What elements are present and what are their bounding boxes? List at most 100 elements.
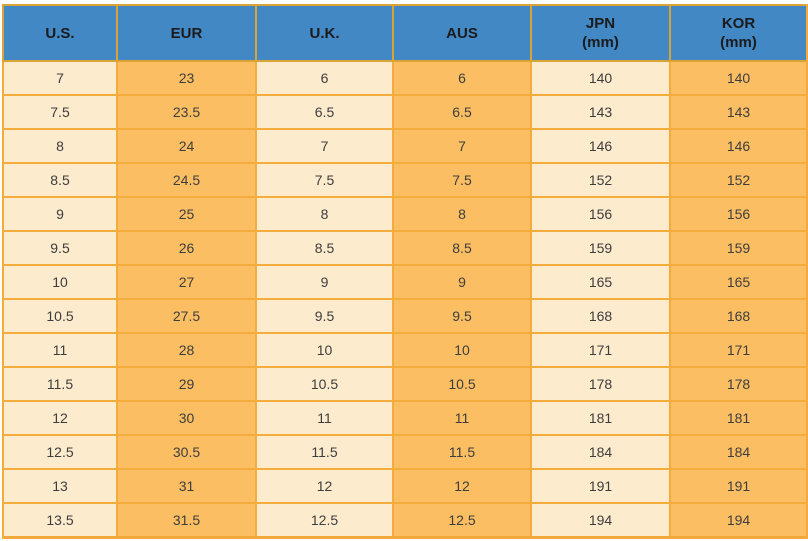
table-cell: 6.5 [392, 94, 532, 130]
table-cell: 7.5 [392, 162, 532, 198]
table-cell: 23.5 [116, 94, 257, 130]
table-cell: 7 [392, 128, 532, 164]
table-row: 11 28 10 10 171 171 [2, 332, 808, 368]
column-header-uk: U.K. [255, 4, 394, 62]
table-cell: 194 [669, 502, 808, 539]
table-row: 7 23 6 6 140 140 [2, 60, 808, 96]
table-cell: 140 [669, 60, 808, 96]
table-cell: 7.5 [2, 94, 118, 130]
table-cell: 9.5 [392, 298, 532, 334]
table-cell: 8 [392, 196, 532, 232]
table-cell: 9 [2, 196, 118, 232]
column-header-us: U.S. [2, 4, 118, 62]
column-header-label: KOR [721, 15, 756, 32]
table-row: 13.5 31.5 12.5 12.5 194 194 [2, 502, 808, 539]
table-cell: 168 [669, 298, 808, 334]
table-cell: 152 [669, 162, 808, 198]
shoe-size-conversion-table: U.S. EUR U.K. AUS JPN (mm) KOR (mm) 7 23 6 6 140 140… [2, 4, 808, 539]
table-cell: 184 [530, 434, 671, 470]
column-header-label: JPN [585, 15, 616, 32]
table-cell: 28 [116, 332, 257, 368]
table-cell: 12.5 [392, 502, 532, 539]
table-cell: 143 [530, 94, 671, 130]
table-header: U.S. EUR U.K. AUS JPN (mm) KOR (mm) [2, 4, 808, 62]
table-cell: 171 [530, 332, 671, 368]
table-cell: 146 [669, 128, 808, 164]
table-cell: 30.5 [116, 434, 257, 470]
table-cell: 140 [530, 60, 671, 96]
column-header-kor: KOR (mm) [669, 4, 808, 62]
table-cell: 146 [530, 128, 671, 164]
table-row: 12.5 30.5 11.5 11.5 184 184 [2, 434, 808, 470]
table-row: 12 30 11 11 181 181 [2, 400, 808, 436]
table-cell: 12 [2, 400, 118, 436]
table-cell: 9 [255, 264, 394, 300]
table-row: 10 27 9 9 165 165 [2, 264, 808, 300]
table-cell: 13.5 [2, 502, 118, 539]
table-cell: 9 [392, 264, 532, 300]
table-cell: 181 [530, 400, 671, 436]
table-cell: 27 [116, 264, 257, 300]
table-row: 7.5 23.5 6.5 6.5 143 143 [2, 94, 808, 130]
table-cell: 12 [255, 468, 394, 504]
column-header-label: U.S. [45, 24, 75, 42]
table-cell: 191 [530, 468, 671, 504]
table-cell: 31 [116, 468, 257, 504]
table-row: 8.5 24.5 7.5 7.5 152 152 [2, 162, 808, 198]
table-cell: 23 [116, 60, 257, 96]
table-cell: 178 [669, 366, 808, 402]
table-cell: 156 [669, 196, 808, 232]
table-row: 11.5 29 10.5 10.5 178 178 [2, 366, 808, 402]
column-header-eur: EUR [116, 4, 257, 62]
table-cell: 191 [669, 468, 808, 504]
table-cell: 24 [116, 128, 257, 164]
table-cell: 7 [2, 60, 118, 96]
table-cell: 8 [2, 128, 118, 164]
column-header-jpn: JPN (mm) [530, 4, 671, 62]
table-cell: 31.5 [116, 502, 257, 539]
table-row: 13 31 12 12 191 191 [2, 468, 808, 504]
table-cell: 9.5 [255, 298, 394, 334]
header-row: U.S. EUR U.K. AUS JPN (mm) KOR (mm) [2, 4, 808, 62]
table-cell: 11 [255, 400, 394, 436]
table-cell: 30 [116, 400, 257, 436]
column-header-label: EUR [170, 24, 203, 42]
table-cell: 10 [392, 332, 532, 368]
table-cell: 11.5 [2, 366, 118, 402]
table-cell: 8.5 [392, 230, 532, 266]
table-cell: 11 [2, 332, 118, 368]
table-cell: 26 [116, 230, 257, 266]
column-header-label: U.K. [309, 24, 340, 42]
table-cell: 24.5 [116, 162, 257, 198]
table-cell: 159 [669, 230, 808, 266]
table-cell: 181 [669, 400, 808, 436]
table-cell: 29 [116, 366, 257, 402]
table-cell: 7 [255, 128, 394, 164]
table-cell: 156 [530, 196, 671, 232]
table-cell: 8.5 [255, 230, 394, 266]
table-cell: 13 [2, 468, 118, 504]
table-cell: 165 [669, 264, 808, 300]
column-header-unit: (mm) [582, 34, 619, 51]
table-cell: 178 [530, 366, 671, 402]
table-cell: 171 [669, 332, 808, 368]
table-cell: 12 [392, 468, 532, 504]
table-cell: 7.5 [255, 162, 394, 198]
table-row: 10.5 27.5 9.5 9.5 168 168 [2, 298, 808, 334]
table-cell: 8.5 [2, 162, 118, 198]
table-cell: 11.5 [392, 434, 532, 470]
table-cell: 11 [392, 400, 532, 436]
table-cell: 25 [116, 196, 257, 232]
table-cell: 10 [255, 332, 394, 368]
table-cell: 6 [255, 60, 394, 96]
table-cell: 8 [255, 196, 394, 232]
table-cell: 168 [530, 298, 671, 334]
table-body: 7 23 6 6 140 140 7.5 23.5 6.5 6.5 143 143 8 24 7 7 146 14… [2, 60, 808, 539]
table-cell: 12.5 [255, 502, 394, 539]
table-cell: 11.5 [255, 434, 394, 470]
table-cell: 10.5 [2, 298, 118, 334]
table-cell: 184 [669, 434, 808, 470]
table-cell: 10.5 [255, 366, 394, 402]
